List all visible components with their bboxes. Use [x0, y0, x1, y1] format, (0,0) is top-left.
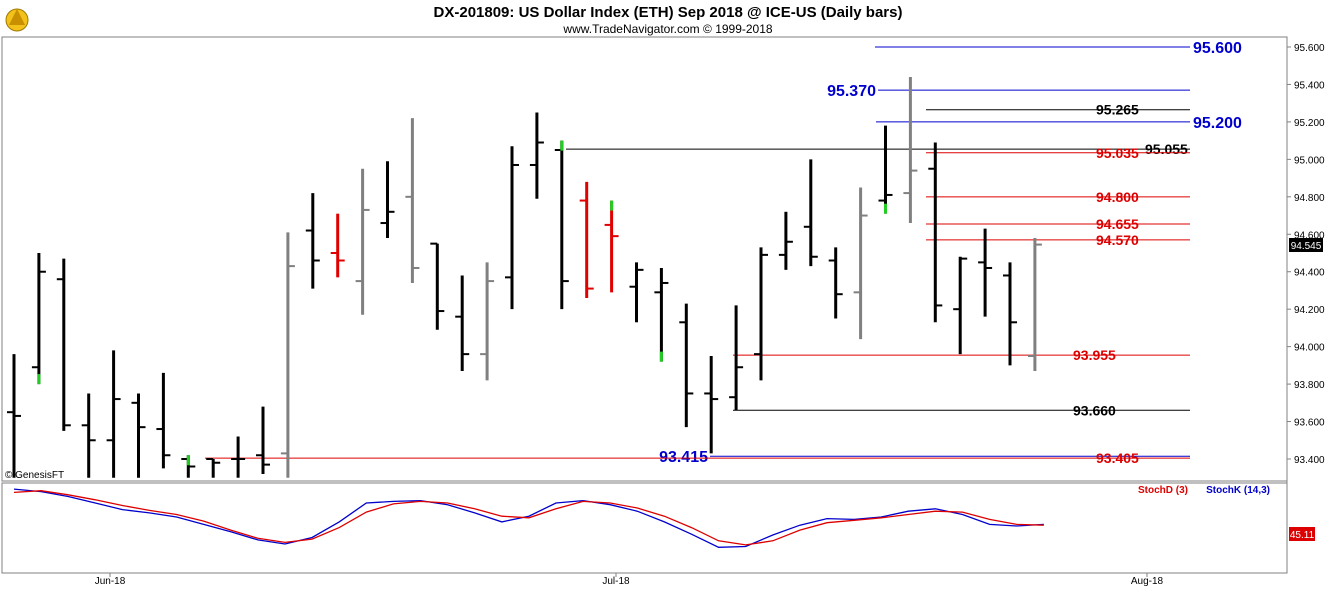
ohlc-bar [181, 455, 196, 478]
bars-layer [7, 76, 1042, 478]
level-label: 93.405 [1096, 450, 1139, 466]
level-label: 94.570 [1096, 232, 1139, 248]
level-label: 95.265 [1096, 102, 1139, 118]
level-label: 93.955 [1073, 347, 1116, 363]
y-tick-label: 94.600 [1294, 230, 1325, 241]
ohlc-bar [828, 247, 843, 319]
ohlc-bar [7, 354, 21, 478]
stochastic-layer [13, 488, 1044, 548]
level-label: 93.660 [1073, 402, 1116, 418]
level-label: 95.370 [827, 83, 876, 100]
ohlc-bar [280, 232, 295, 478]
stoch-d-legend: StochD (3) [1138, 485, 1188, 496]
ohlc-bar [56, 258, 71, 431]
y-tick-label: 95.200 [1294, 118, 1325, 129]
y-tick-label: 95.400 [1294, 80, 1325, 91]
x-tick-label-jun: Jun-18 [95, 576, 126, 587]
level-line: 95.600 [875, 40, 1242, 57]
ohlc-bar [131, 393, 146, 478]
ohlc-bar [455, 275, 470, 371]
y-tick-label: 94.000 [1294, 343, 1325, 354]
ohlc-bar [81, 393, 96, 478]
ohlc-bar [554, 140, 569, 310]
ohlc-bar [231, 436, 246, 478]
ohlc-bar [106, 350, 121, 478]
y-tick-label: 95.600 [1294, 43, 1325, 54]
level-line: 94.570 [926, 232, 1190, 248]
ohlc-bar [1027, 238, 1042, 371]
ohlc-bar [704, 356, 719, 454]
y-tick-label: 93.400 [1294, 455, 1325, 466]
stoch-k-line [13, 488, 1044, 548]
ohlc-bar [803, 159, 818, 267]
last-price-tag-bg [1289, 238, 1323, 252]
x-tick-label-jul: Jul-18 [602, 576, 630, 587]
ohlc-bar [529, 112, 544, 199]
ohlc-bar [1003, 262, 1017, 366]
level-label: 95.200 [1193, 115, 1242, 132]
stoch-last-tag-bg [1289, 527, 1315, 541]
level-line: 95.265 [926, 102, 1190, 118]
y-tick-layer: 93.400 93.600 93.800 94.000 94.200 94.400 94.6… [1287, 43, 1325, 466]
watermark: © GenesisFT [5, 470, 64, 481]
ohlc-bar [629, 262, 644, 323]
y-tick-label: 94.800 [1294, 193, 1325, 204]
y-tick-label: 93.800 [1294, 380, 1325, 391]
ohlc-bar [380, 161, 395, 239]
ohlc-bar [679, 303, 694, 428]
ohlc-bar [903, 76, 918, 224]
ohlc-bar [878, 125, 893, 214]
level-line: 95.370 [827, 83, 1190, 100]
level-line: 93.660 [733, 402, 1190, 418]
level-line: 94.800 [926, 189, 1190, 205]
level-label: 95.035 [1096, 145, 1139, 161]
ohlc-bar [480, 262, 495, 381]
ohlc-bar [31, 253, 46, 385]
stoch-k-legend: StochK (14,3) [1206, 485, 1270, 496]
ohlc-bar [604, 200, 619, 293]
ohlc-bar [405, 118, 420, 283]
ohlc-bar [430, 242, 445, 330]
y-tick-label: 94.200 [1294, 305, 1325, 316]
ohlc-bar [778, 211, 793, 270]
level-label: 94.655 [1096, 216, 1139, 232]
y-tick-label: 95.000 [1294, 155, 1325, 166]
ohlc-bar [853, 187, 868, 340]
ohlc-bar [305, 193, 320, 289]
ohlc-bar [156, 372, 171, 469]
stoch-d-line [13, 490, 1044, 546]
level-line: 95.200 [876, 115, 1242, 132]
ohlc-bar [754, 247, 768, 381]
stoch-last-tag: 45.11 [1290, 530, 1315, 541]
y-tick-label: 94.400 [1294, 268, 1325, 279]
ohlc-bar [330, 213, 345, 278]
level-line: 93.955 [733, 347, 1190, 363]
ohlc-bar [355, 168, 370, 315]
stochastic-panel [1, 482, 1288, 574]
ohlc-bar [505, 146, 519, 310]
ohlc-bar [978, 228, 993, 317]
ohlc-bar [256, 406, 270, 474]
level-label: 95.600 [1193, 40, 1242, 57]
level-line: 94.655 [926, 216, 1190, 232]
level-line: 95.035 [926, 145, 1190, 161]
level-label: 94.800 [1096, 189, 1139, 205]
chart-subtitle: www.TradeNavigator.com © 1999-2018 [562, 22, 772, 36]
ohlc-bar [654, 267, 669, 362]
chart-title: DX-201809: US Dollar Index (ETH) Sep 201… [434, 4, 903, 21]
levels-layer: 95.600 95.370 95.265 95.200 95.055 95.035 94.8… [205, 40, 1242, 466]
ohlc-bar [729, 305, 744, 411]
y-tick-label: 93.600 [1294, 418, 1325, 429]
level-line: 93.405 [205, 450, 1190, 466]
ohlc-bar [579, 181, 594, 298]
x-tick-label-aug: Aug-18 [1131, 576, 1164, 587]
ohlc-bar [953, 256, 968, 355]
logo-icon [5, 8, 29, 32]
ohlc-bar [928, 142, 943, 323]
ohlc-bar [206, 458, 221, 478]
level-label: 95.055 [1145, 141, 1188, 157]
last-price-tag: 94.545 [1291, 241, 1322, 252]
